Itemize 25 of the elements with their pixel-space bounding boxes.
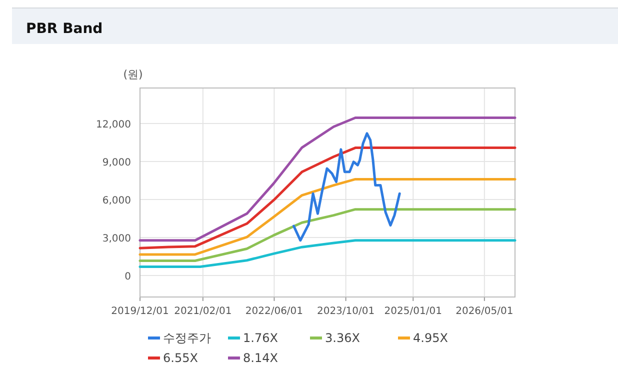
- y-tick-label: 9,000: [102, 157, 131, 168]
- line-series: [138, 146, 516, 250]
- line-series: [138, 208, 516, 262]
- legend-label: 6.55X: [163, 351, 198, 365]
- x-tick-label: 2019/12/01: [111, 306, 169, 317]
- y-tick-label: 12,000: [96, 119, 131, 130]
- chart-title: PBR Band: [26, 21, 103, 37]
- legend-label: 4.95X: [413, 331, 448, 345]
- y-tick-label: 6,000: [102, 195, 131, 206]
- x-tick-label: 2025/01/01: [384, 306, 442, 317]
- line-series: [138, 239, 516, 268]
- x-tick-label: 2021/02/01: [174, 306, 232, 317]
- x-tick-label: 2026/05/01: [456, 306, 514, 317]
- line-series: [292, 132, 401, 242]
- legend-label: 1.76X: [243, 331, 278, 345]
- line-series: [138, 116, 516, 242]
- y-tick-label: 3,000: [102, 233, 131, 244]
- line-series: [138, 178, 516, 256]
- legend-label: 8.14X: [243, 351, 278, 365]
- y-tick-label: 0: [124, 271, 131, 282]
- legend-label: 3.36X: [325, 331, 360, 345]
- y-axis-title: (원): [123, 68, 143, 81]
- x-tick-label: 2022/06/01: [245, 306, 304, 317]
- legend-label: 수정주가: [163, 331, 211, 345]
- x-tick-label: 2023/10/01: [316, 306, 375, 317]
